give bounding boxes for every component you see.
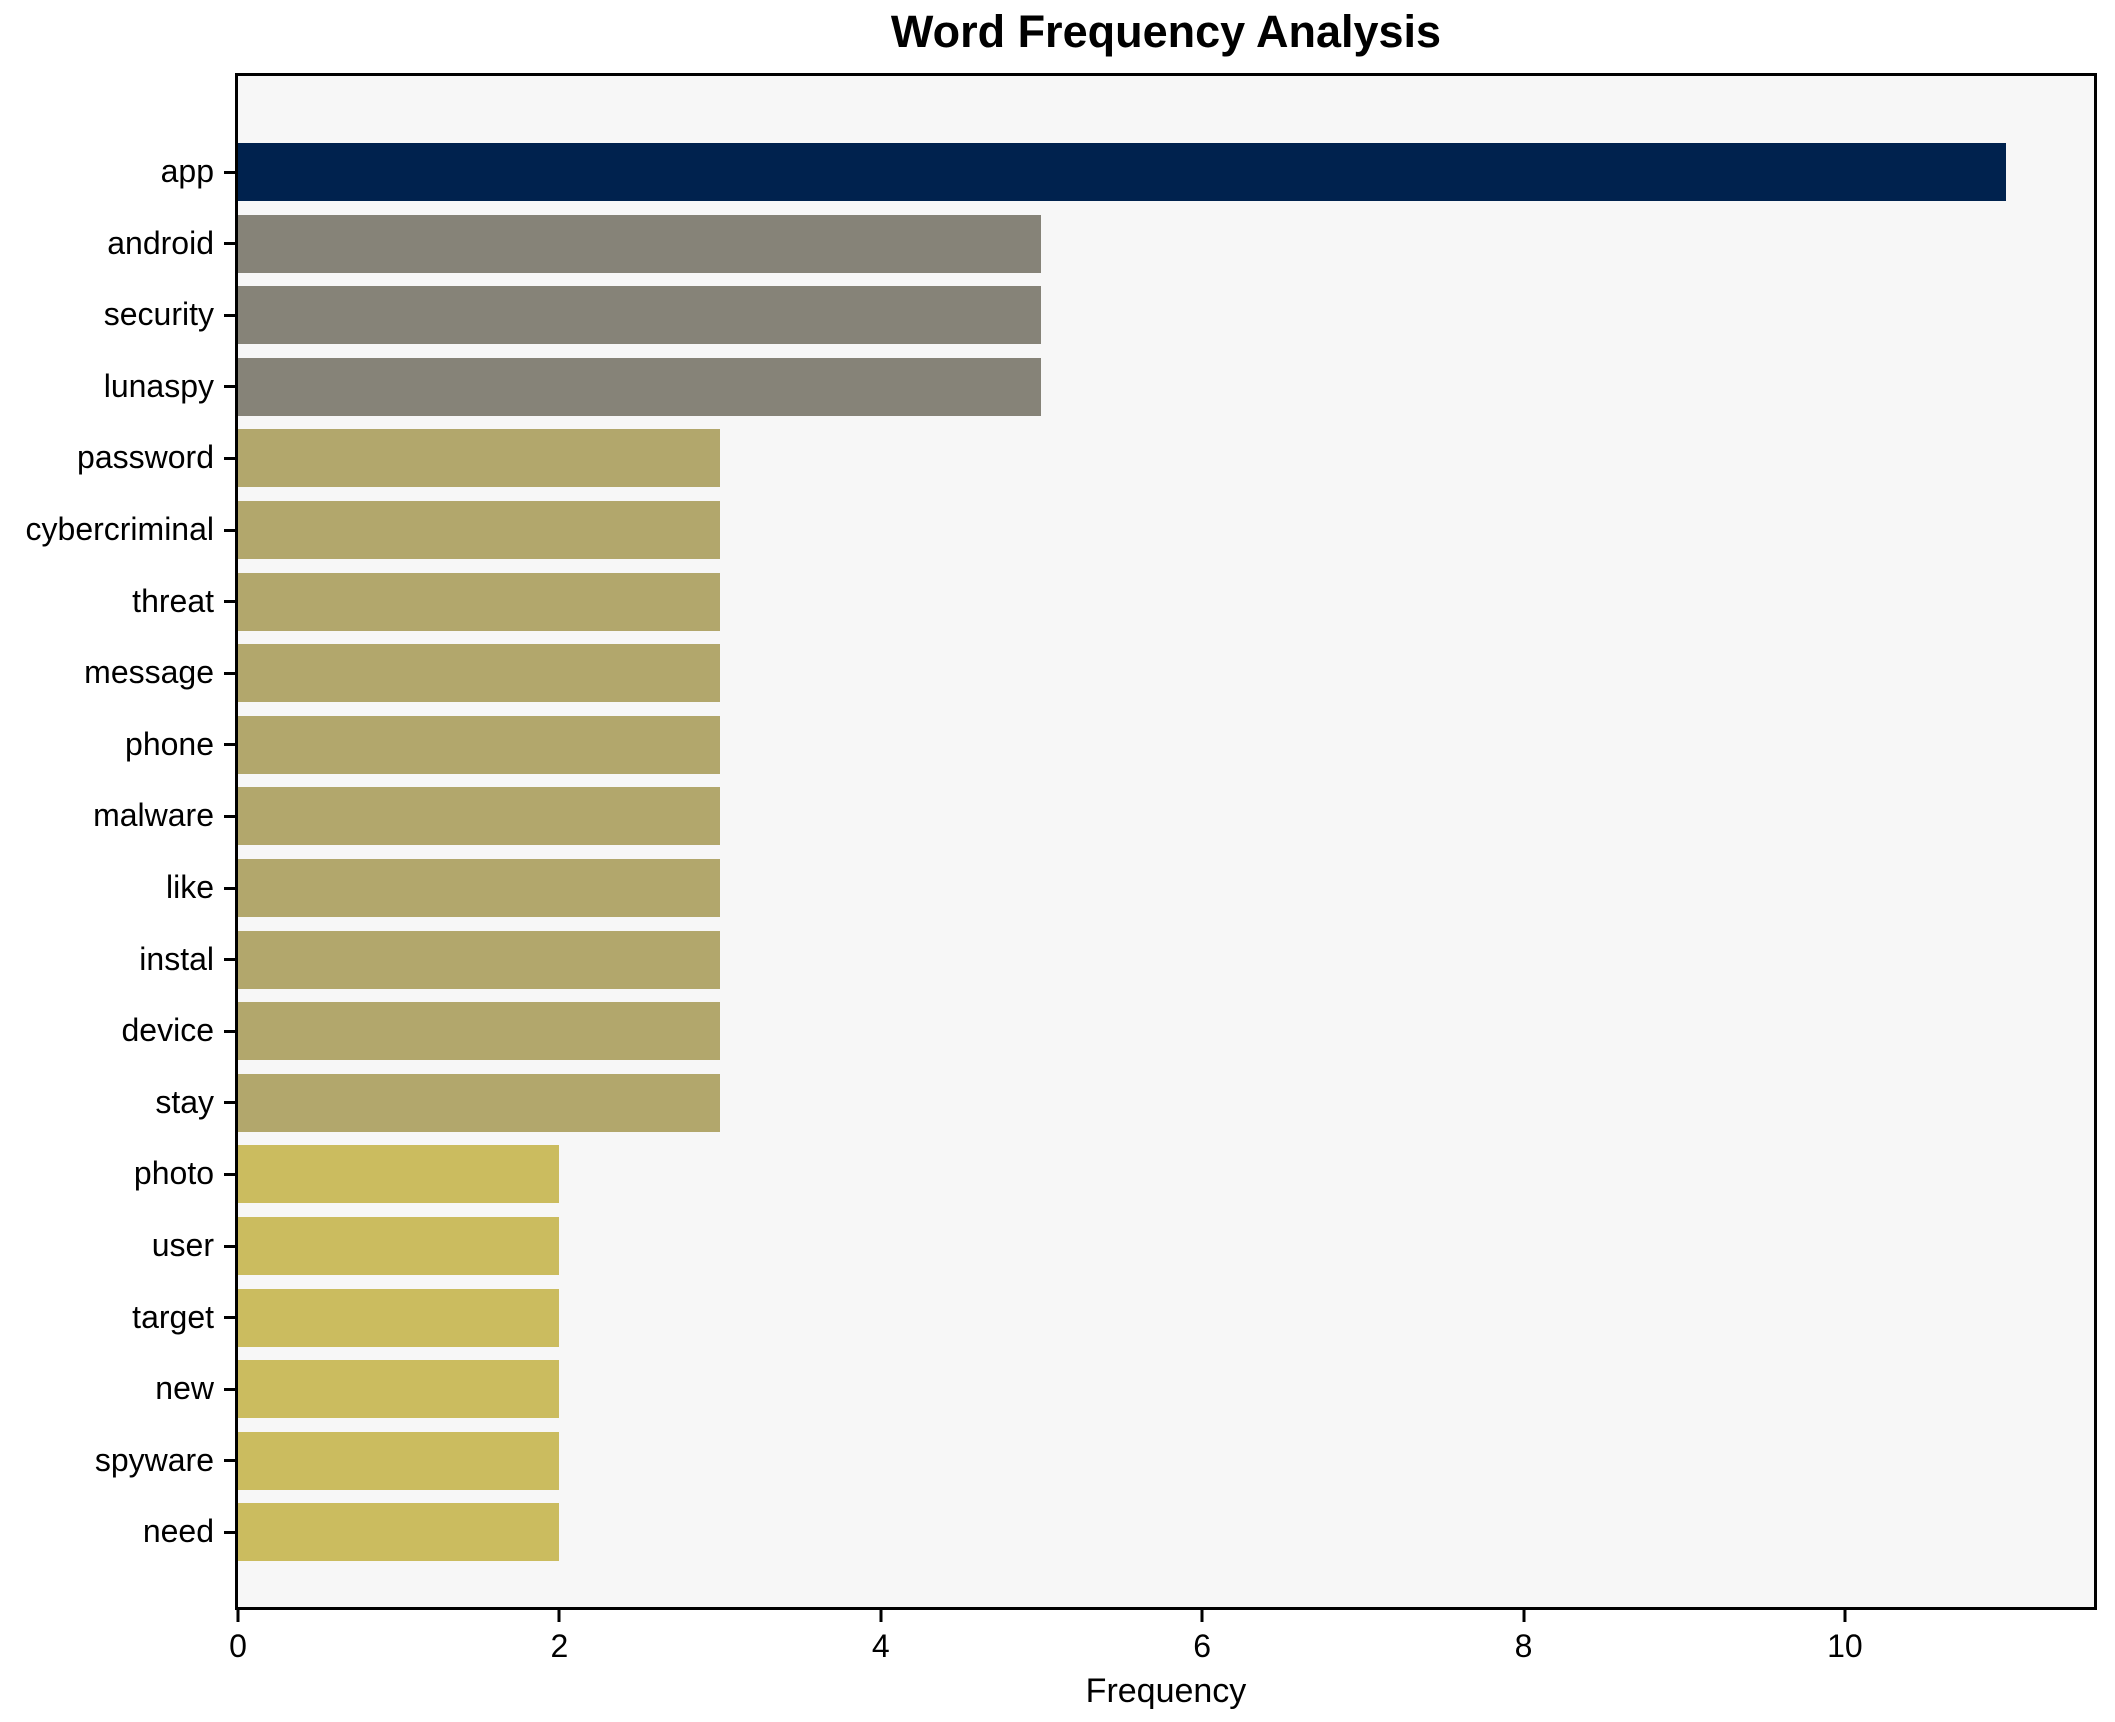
x-axis-label: Frequency xyxy=(1085,1672,1247,1710)
x-tick-label: 8 xyxy=(1514,1628,1533,1664)
y-tick-mark xyxy=(224,1244,235,1248)
y-tick-label: password xyxy=(77,439,214,476)
y-tick-mark xyxy=(224,1172,235,1176)
bars-layer xyxy=(238,76,2094,1607)
y-tick-label: like xyxy=(165,868,214,905)
y-tick-mark xyxy=(224,170,235,174)
bar xyxy=(238,859,721,917)
y-tick-label: target xyxy=(132,1298,214,1335)
x-tick-mark xyxy=(557,1610,561,1622)
y-tick-label: need xyxy=(142,1513,214,1550)
y-tick-mark xyxy=(224,743,235,747)
y-tick-label: photo xyxy=(133,1155,214,1192)
y-tick-label: cybercriminal xyxy=(25,510,214,547)
y-tick-mark xyxy=(224,528,235,532)
bar xyxy=(238,501,721,559)
y-tick-mark xyxy=(224,385,235,389)
x-tick-label: 0 xyxy=(229,1628,247,1664)
bar xyxy=(238,644,721,703)
y-tick-mark xyxy=(224,1387,235,1391)
y-tick-mark xyxy=(224,1530,235,1534)
bar xyxy=(238,1073,721,1132)
bar xyxy=(238,1503,560,1562)
y-tick-label: app xyxy=(160,152,214,189)
bar xyxy=(238,1145,560,1204)
chart-title: Word Frequency Analysis xyxy=(890,6,1442,57)
y-tick-label: security xyxy=(103,295,214,332)
y-tick-label: phone xyxy=(125,725,214,762)
bar xyxy=(238,1217,560,1275)
y-tick-mark xyxy=(224,814,235,818)
bar xyxy=(238,214,1042,273)
y-tick-mark xyxy=(224,313,235,317)
x-tick-mark xyxy=(1843,1610,1847,1622)
y-tick-mark xyxy=(224,886,235,890)
x-tick-mark xyxy=(879,1610,883,1622)
x-tick-label: 10 xyxy=(1827,1628,1863,1664)
x-tick-label: 4 xyxy=(871,1628,890,1664)
x-tick-mark xyxy=(1522,1610,1526,1622)
y-tick-mark xyxy=(224,1316,235,1320)
bar xyxy=(238,143,2006,201)
x-tick-label: 6 xyxy=(1193,1628,1212,1664)
x-tick-mark xyxy=(1200,1610,1204,1622)
y-tick-label: malware xyxy=(93,797,214,834)
y-tick-mark xyxy=(224,1029,235,1033)
bar xyxy=(238,787,721,846)
y-tick-label: spyware xyxy=(94,1441,214,1478)
y-tick-label: new xyxy=(155,1369,214,1406)
y-tick-label: instal xyxy=(139,940,214,977)
y-tick-mark xyxy=(224,456,235,460)
bar xyxy=(238,1360,560,1419)
y-tick-label: message xyxy=(84,653,214,690)
y-tick-label: android xyxy=(107,224,214,261)
y-tick-mark xyxy=(224,958,235,962)
y-tick-mark xyxy=(224,1459,235,1463)
bar xyxy=(238,1431,560,1490)
bar xyxy=(238,715,721,774)
bar xyxy=(238,357,1042,416)
y-tick-mark xyxy=(224,1101,235,1105)
x-tick-mark xyxy=(236,1610,240,1622)
y-tick-label: lunaspy xyxy=(103,367,214,404)
y-tick-label: stay xyxy=(155,1083,214,1120)
y-tick-label: user xyxy=(151,1226,214,1263)
bar xyxy=(238,429,721,488)
bar xyxy=(238,930,721,989)
bar xyxy=(238,1002,721,1061)
x-tick-label: 2 xyxy=(550,1628,569,1664)
y-tick-label: device xyxy=(121,1011,215,1048)
bar xyxy=(238,286,1042,345)
bar xyxy=(238,572,721,631)
bar xyxy=(238,1288,560,1347)
y-tick-label: threat xyxy=(132,582,214,619)
y-tick-mark xyxy=(224,671,235,675)
y-tick-mark xyxy=(224,242,235,246)
y-tick-mark xyxy=(224,600,235,604)
